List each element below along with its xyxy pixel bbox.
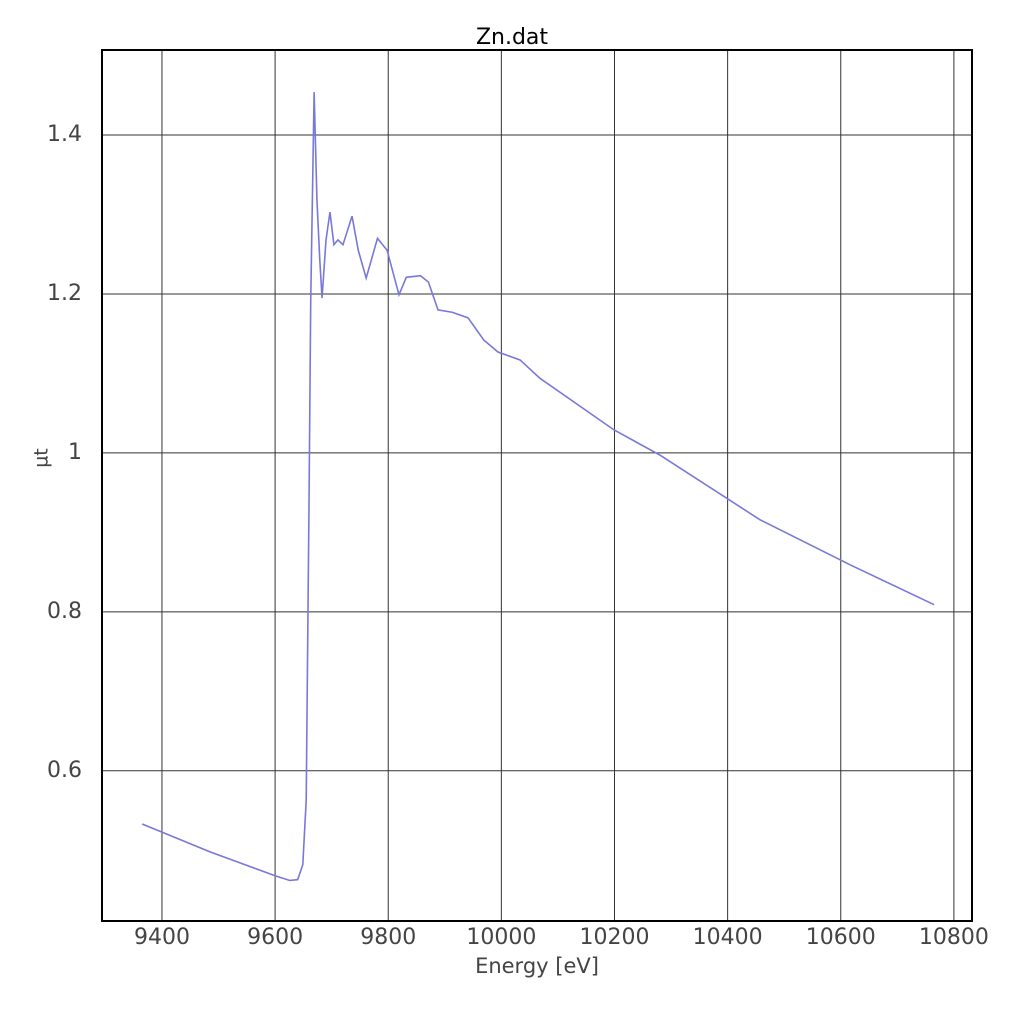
- x-axis-label: Energy [eV]: [475, 954, 599, 978]
- y-tick-label: 1.2: [47, 281, 82, 306]
- x-tick-label: 9600: [247, 925, 303, 950]
- x-tick-label: 10200: [579, 925, 649, 950]
- chart-title: Zn.dat: [476, 25, 548, 50]
- data-line: [141, 92, 935, 882]
- x-tick-label: 10800: [919, 925, 989, 950]
- y-tick-label: 0.6: [47, 758, 82, 783]
- x-tick-label: 10000: [466, 925, 536, 950]
- x-tick-label: 9400: [134, 925, 190, 950]
- y-tick-label: 0.8: [47, 599, 82, 624]
- plot-frame: [101, 49, 973, 922]
- x-tick-label: 10600: [806, 925, 876, 950]
- y-axis-label: µt: [31, 448, 53, 468]
- x-tick-label: 9800: [360, 925, 416, 950]
- y-tick-label: 1.4: [47, 122, 82, 147]
- x-tick-label: 10400: [693, 925, 763, 950]
- y-tick-label: 1: [68, 440, 82, 465]
